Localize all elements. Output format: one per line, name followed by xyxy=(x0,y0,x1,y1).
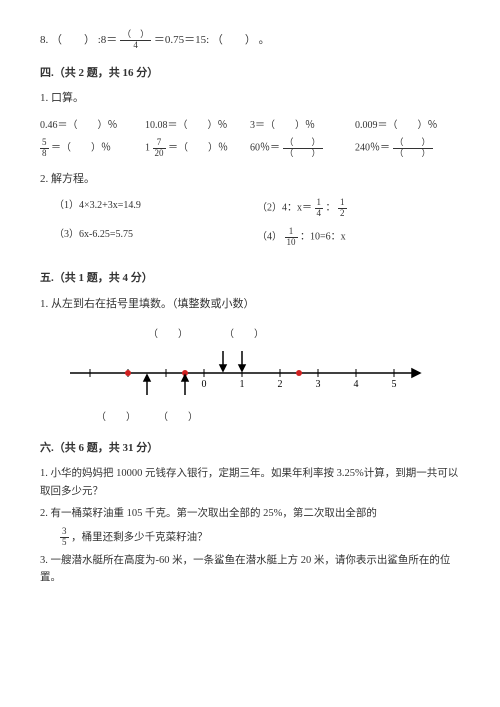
svg-text:2: 2 xyxy=(278,379,283,390)
q8-op1: :8＝ xyxy=(98,34,118,46)
r2c2-tail: ＝（ ）％ xyxy=(166,143,229,154)
q8-blank2: （ ） xyxy=(212,34,256,46)
r2c2-frac: 7 20 xyxy=(153,138,166,159)
eq4-pre: （4） xyxy=(257,232,282,243)
eq4-f1d: 10 xyxy=(285,238,298,248)
eq2-mid: ： xyxy=(326,203,336,214)
eq2-pre: （2）4：x＝ xyxy=(257,203,312,214)
svg-text:4: 4 xyxy=(354,379,359,390)
eq2: （2）4：x＝ 1 4 ： 1 2 xyxy=(257,198,460,219)
paren-row-top: （ ） （ ） xyxy=(148,327,460,343)
paren-row-bottom: （ ） （ ） xyxy=(96,410,460,426)
r1c1: 0.46＝（ ）％ xyxy=(40,118,145,134)
r2c1: 5 8 ＝（ ）％ xyxy=(40,138,145,159)
r1c4: 0.009＝（ ）％ xyxy=(355,118,460,134)
numberline-svg: 0 1 2 3 4 5 xyxy=(60,343,440,403)
r2c4-den: （ ） xyxy=(393,149,433,159)
q8-tail: 。 xyxy=(259,34,270,46)
eq4: （4） 1 10 ：10=6：x xyxy=(257,227,460,248)
paren-bot-2: （ ） xyxy=(158,410,198,426)
r2c4-frac: （ ） （ ） xyxy=(393,138,433,159)
sec6-q2-frac-line: 3 5 ，桶里还剩多少千克菜籽油？ xyxy=(60,527,460,548)
r2c4: 240％＝ （ ） （ ） xyxy=(355,138,460,159)
r1c2: 10.08＝（ ）％ xyxy=(145,118,250,134)
r2c2-pre: 1 xyxy=(145,143,150,154)
r2c3: 60％＝ （ ） （ ） xyxy=(250,138,355,159)
section-6-header: 六.（共 6 题，共 31 分） xyxy=(40,440,460,458)
r2c1-frac: 5 8 xyxy=(40,138,49,159)
r2c3-den: （ ） xyxy=(283,149,323,159)
sec6-q2a: 2. 有一桶菜籽油重 105 千克。第一次取出全部的 25%，第二次取出全部的 xyxy=(40,505,460,523)
q8-mid: ＝0.75＝15: xyxy=(154,34,209,46)
eq4-tail: ：10=6：x xyxy=(300,232,346,243)
r2c3-frac: （ ） （ ） xyxy=(283,138,323,159)
r2c2: 1 7 20 ＝（ ）％ xyxy=(145,138,250,159)
q8-frac: （ ） 4 xyxy=(120,30,151,51)
eq2-f2d: 2 xyxy=(338,209,347,219)
r2c2-den: 20 xyxy=(153,149,166,159)
sec4-q2: 2. 解方程。 xyxy=(40,171,460,189)
question-8: 8. （ ） :8＝ （ ） 4 ＝0.75＝15: （ ） 。 xyxy=(40,30,460,51)
q8-blank1: （ ） xyxy=(51,34,95,46)
r2c4-pre: 240％＝ xyxy=(355,143,390,154)
q8-prefix: 8. xyxy=(40,34,48,46)
svg-text:1: 1 xyxy=(240,379,245,390)
svg-text:3: 3 xyxy=(316,379,321,390)
sec4-q1: 1. 口算。 xyxy=(40,90,460,108)
section-4-header: 四.（共 2 题，共 16 分） xyxy=(40,65,460,83)
svg-text:0: 0 xyxy=(202,379,207,390)
paren-top-1: （ ） xyxy=(148,327,188,343)
mental-row-2: 5 8 ＝（ ）％ 1 7 20 ＝（ ）％ 60％＝ （ ） （ ） 240％… xyxy=(40,138,460,159)
section-5-header: 五.（共 1 题，共 4 分） xyxy=(40,270,460,288)
eq2-frac1: 1 4 xyxy=(315,198,324,219)
r2c1-tail: ＝（ ）％ xyxy=(49,143,112,154)
q8-frac-den: 4 xyxy=(120,41,151,51)
paren-top-2: （ ） xyxy=(224,327,264,343)
eq4-frac: 1 10 xyxy=(285,227,298,248)
eq2-frac2: 1 2 xyxy=(338,198,347,219)
eq3: （3）6x-6.25=5.75 xyxy=(54,227,257,248)
sec6-q2b: ，桶里还剩多少千克菜籽油？ xyxy=(71,532,208,543)
eq2-f1d: 4 xyxy=(315,209,324,219)
numberline-block: （ ） （ ） 0 1 2 3 4 5 （ ） （ ） xyxy=(60,327,460,426)
svg-text:5: 5 xyxy=(392,379,397,390)
r2c1-den: 8 xyxy=(40,149,49,159)
paren-bot-1: （ ） xyxy=(96,410,136,426)
sec6-q2-den: 5 xyxy=(60,538,69,548)
eq1: （1）4×3.2+3x=14.9 xyxy=(54,198,257,219)
r2c3-pre: 60％＝ xyxy=(250,143,280,154)
sec6-q3: 3. 一艘潜水艇所在高度为-60 米，一条鲨鱼在潜水艇上方 20 米，请你表示出… xyxy=(40,552,460,588)
r1c3: 3＝（ ）％ xyxy=(250,118,355,134)
equation-grid: （1）4×3.2+3x=14.9 （2）4：x＝ 1 4 ： 1 2 （3）6x… xyxy=(54,198,460,256)
sec6-q1: 1. 小华的妈妈把 10000 元钱存入银行，定期三年。如果年利率按 3.25%… xyxy=(40,465,460,501)
mental-row-1: 0.46＝（ ）％ 10.08＝（ ）％ 3＝（ ）％ 0.009＝（ ）％ xyxy=(40,118,460,134)
sec6-q2-frac: 3 5 xyxy=(60,527,69,548)
sec5-q1: 1. 从左到右在括号里填数。（填整数或小数） xyxy=(40,296,460,314)
